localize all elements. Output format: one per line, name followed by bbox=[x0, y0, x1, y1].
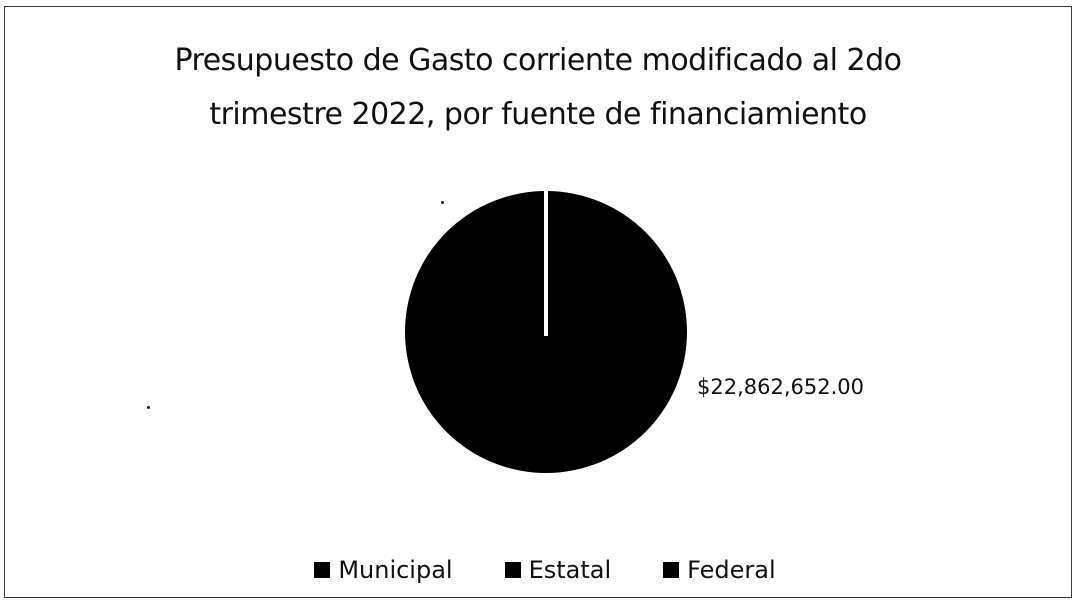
legend-label-federal: Federal bbox=[687, 556, 776, 584]
legend-label-municipal: Municipal bbox=[338, 556, 453, 584]
legend-item-federal: Federal bbox=[663, 556, 776, 584]
chart-title-line-1: Presupuesto de Gasto corriente modificad… bbox=[174, 43, 902, 78]
chart-title: Presupuesto de Gasto corriente modificad… bbox=[0, 34, 1076, 142]
legend-swatch-federal bbox=[663, 562, 680, 578]
data-label-federal: $22,862,652.00 bbox=[697, 375, 864, 399]
legend: Municipal Estatal Federal bbox=[0, 550, 1076, 590]
legend-item-estatal: Estatal bbox=[504, 556, 612, 584]
chart-title-line-2: trimestre 2022, por fuente de financiami… bbox=[209, 97, 867, 132]
scan-speck bbox=[147, 406, 150, 409]
legend-item-municipal: Municipal bbox=[314, 556, 453, 584]
scan-speck bbox=[441, 201, 444, 204]
legend-swatch-municipal bbox=[314, 562, 331, 578]
legend-swatch-estatal bbox=[504, 562, 521, 578]
legend-label-estatal: Estatal bbox=[528, 556, 612, 584]
